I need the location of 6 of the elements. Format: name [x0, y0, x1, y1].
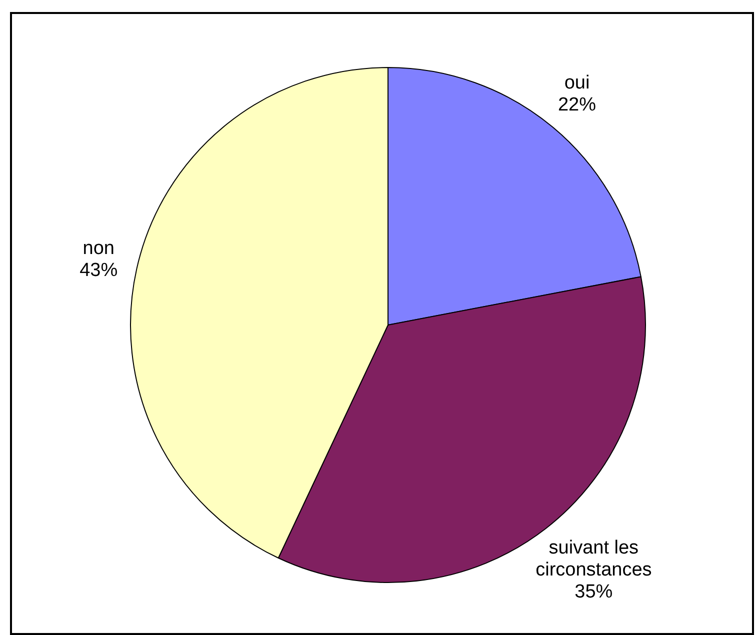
slice-label: oui [564, 72, 590, 94]
slice-label: suivant les circonstances [536, 538, 652, 581]
data-label: 22% [558, 94, 596, 116]
data-label: 35% [574, 582, 613, 603]
data-label: 43% [80, 260, 118, 281]
slice-label: non [82, 238, 114, 259]
